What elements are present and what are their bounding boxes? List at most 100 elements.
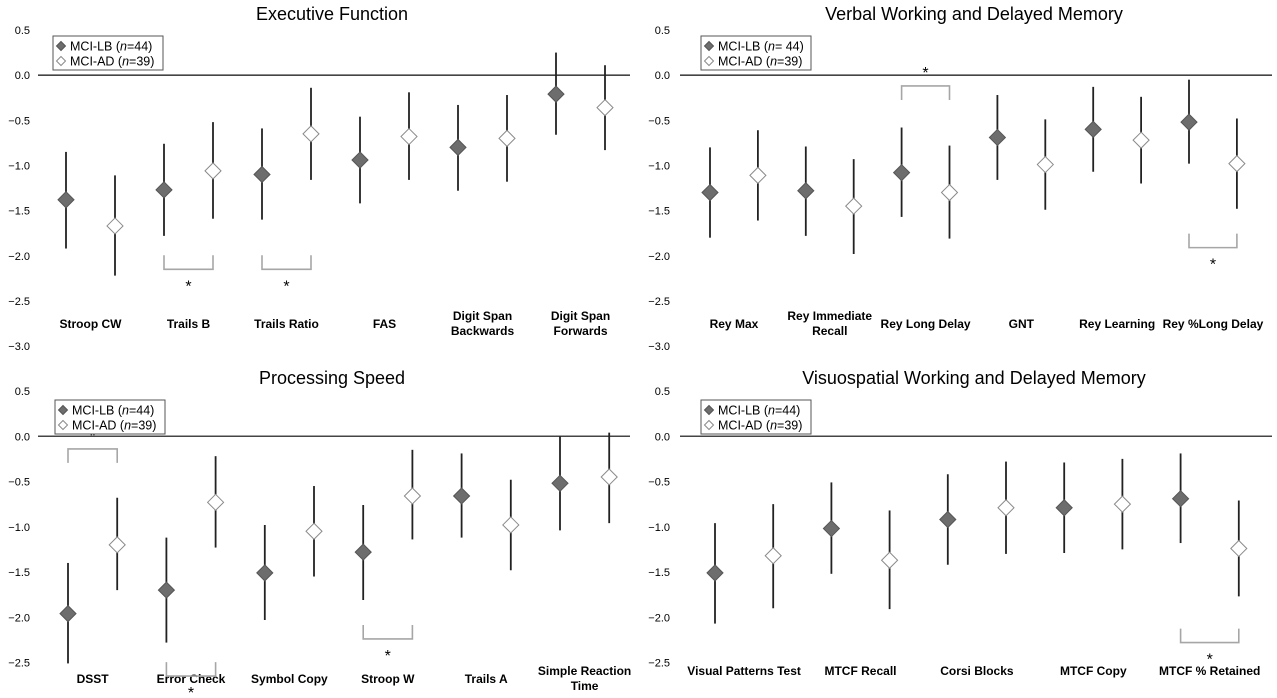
panel-4-legend-label-lb: MCI-LB (n=44) <box>718 404 800 418</box>
panel-2-ytick: 0.0 <box>655 70 670 82</box>
panel-3-significance-bracket <box>165 662 217 677</box>
panel-2-marker-lb <box>988 128 1007 147</box>
panel-3-marker-lb <box>256 564 274 582</box>
panel-2-marker-ad <box>1132 131 1150 149</box>
panel-2-marker-lb <box>892 163 911 182</box>
panel-1-title: Executive Function <box>256 4 408 24</box>
panel-3-ytick: −1.5 <box>8 567 30 579</box>
panel-2-category-label: Rey Immediate <box>787 309 872 323</box>
panel-1-category-label: Backwards <box>451 324 515 338</box>
panel-1-marker-lb <box>449 138 467 157</box>
panel-4-category-label: MTCF % Retained <box>1159 664 1260 678</box>
panel-1-category-label: Digit Span <box>551 309 610 323</box>
panel-2-significance-bracket <box>900 85 951 100</box>
panel-2-category-label: Recall <box>812 324 847 338</box>
panel-2-ytick: −1.5 <box>648 206 670 218</box>
panel-1-legend-marker-ad <box>55 55 67 67</box>
panel-4-marker-ad <box>997 499 1015 517</box>
panel-3-legend-marker-ad <box>57 419 69 431</box>
panel-1-marker-lb <box>57 191 75 209</box>
panel-1-significance-star: * <box>283 278 289 295</box>
panel-4-category-label: Corsi Blocks <box>940 664 1014 678</box>
panel-2-marker-ad <box>844 197 863 215</box>
panel-1-legend-label-ad: MCI-AD (n=39) <box>70 55 154 69</box>
panel-4-category-label: MTCF Copy <box>1060 664 1127 678</box>
panel-1-ytick: −1.0 <box>8 160 30 172</box>
panel-2-marker-ad <box>940 183 959 202</box>
panel-3-ytick: −1.0 <box>8 522 30 534</box>
panel-1-legend-box <box>52 35 164 71</box>
panel-4-marker-ad <box>880 551 899 569</box>
panel-2-legend-label-lb: MCI-LB (n= 44) <box>718 40 804 54</box>
panel-4-marker-lb <box>1171 489 1190 508</box>
panel-1-ytick: 0.5 <box>15 25 30 37</box>
panel-1-marker-lb <box>155 181 173 199</box>
panel-4-marker-lb <box>939 510 957 529</box>
panel-2-marker-lb <box>797 182 815 200</box>
panel-3-marker-ad <box>502 516 520 534</box>
panel-2-title: Verbal Working and Delayed Memory <box>825 4 1123 24</box>
panel-2-legend-marker-lb <box>703 40 715 52</box>
panel-2-significance-star: * <box>922 65 928 82</box>
panel-1-category-label: Stroop CW <box>60 317 123 331</box>
panel-1-marker-lb <box>547 85 565 103</box>
panel-3-ytick: −0.5 <box>8 477 30 489</box>
panel-2-marker-ad <box>1036 155 1055 174</box>
panel-2-marker-ad <box>1228 154 1246 173</box>
panel-1-marker-ad <box>204 162 222 180</box>
panel-3-title: Processing Speed <box>259 368 405 388</box>
panel-4-category-label: MTCF Recall <box>824 664 896 678</box>
panel-4-legend-box <box>700 399 812 435</box>
panel-4-legend-marker-lb <box>703 404 715 416</box>
panel-3-category-label: Simple Reaction <box>538 664 631 678</box>
panel-3-category-label: Trails A <box>465 672 508 686</box>
panel-1-legend-label-lb: MCI-LB (n=44) <box>70 40 152 54</box>
panel-4-marker-lb <box>822 519 841 538</box>
panel-2-category-label: Rey Learning <box>1079 317 1155 331</box>
panel-3-significance-star: * <box>385 648 391 665</box>
panel-2-ytick: −2.5 <box>648 296 670 308</box>
panel-3-category-label: Stroop W <box>361 672 415 686</box>
panel-3-marker-lb <box>452 487 471 505</box>
panel-1-category-label: FAS <box>373 317 396 331</box>
panel-4-ytick: −2.0 <box>648 612 670 624</box>
panel-1-category-label: Forwards <box>553 324 607 338</box>
panel-4-ytick: −0.5 <box>648 477 670 489</box>
panel-4-ytick: 0.0 <box>655 431 670 443</box>
panel-4-marker-lb <box>1055 499 1073 517</box>
panel-1-marker-ad <box>302 125 320 143</box>
panel-2-category-label: Rey Max <box>710 317 759 331</box>
panel-4-marker-ad <box>1230 539 1248 558</box>
panel-1-ytick: −0.5 <box>8 115 30 127</box>
panel-4-significance-bracket <box>1179 628 1240 644</box>
panel-4-ytick: 0.5 <box>655 386 670 398</box>
panel-1-ytick: −2.0 <box>8 251 30 263</box>
panel-1-significance-star: * <box>185 278 191 295</box>
panel-1-category-label: Trails Ratio <box>254 317 319 331</box>
panel-4-marker-lb <box>706 564 724 582</box>
panel-2-ytick: 0.5 <box>655 25 670 37</box>
panel-1-marker-ad <box>498 129 516 148</box>
panel-3-significance-star: * <box>188 685 194 693</box>
panel-4-significance-star: * <box>1207 652 1213 669</box>
panel-3-significance-bracket <box>67 448 118 463</box>
panel-4-marker-ad <box>764 547 782 565</box>
panel-2-significance-star: * <box>1210 257 1216 274</box>
panel-1-ytick: 0.0 <box>15 70 30 82</box>
panel-4-ytick: −2.5 <box>648 658 670 670</box>
panel-3-marker-ad <box>305 522 323 540</box>
panel-3-marker-lb <box>59 604 77 623</box>
panel-2-category-label: GNT <box>1009 317 1035 331</box>
panel-3-legend-box <box>54 399 166 435</box>
panel-3-marker-ad <box>600 468 618 486</box>
panel-2-ytick: −1.0 <box>648 160 670 172</box>
panel-2-legend-label-ad: MCI-AD (n=39) <box>718 55 802 69</box>
panel-1-marker-ad <box>596 98 614 117</box>
panel-3-significance-star: * <box>89 428 95 445</box>
panel-3-category-label: Time <box>571 679 599 693</box>
panel-1-marker-ad <box>106 217 124 235</box>
panel-2-ytick: −0.5 <box>648 115 670 127</box>
panel-2-significance-bracket <box>1188 233 1238 249</box>
